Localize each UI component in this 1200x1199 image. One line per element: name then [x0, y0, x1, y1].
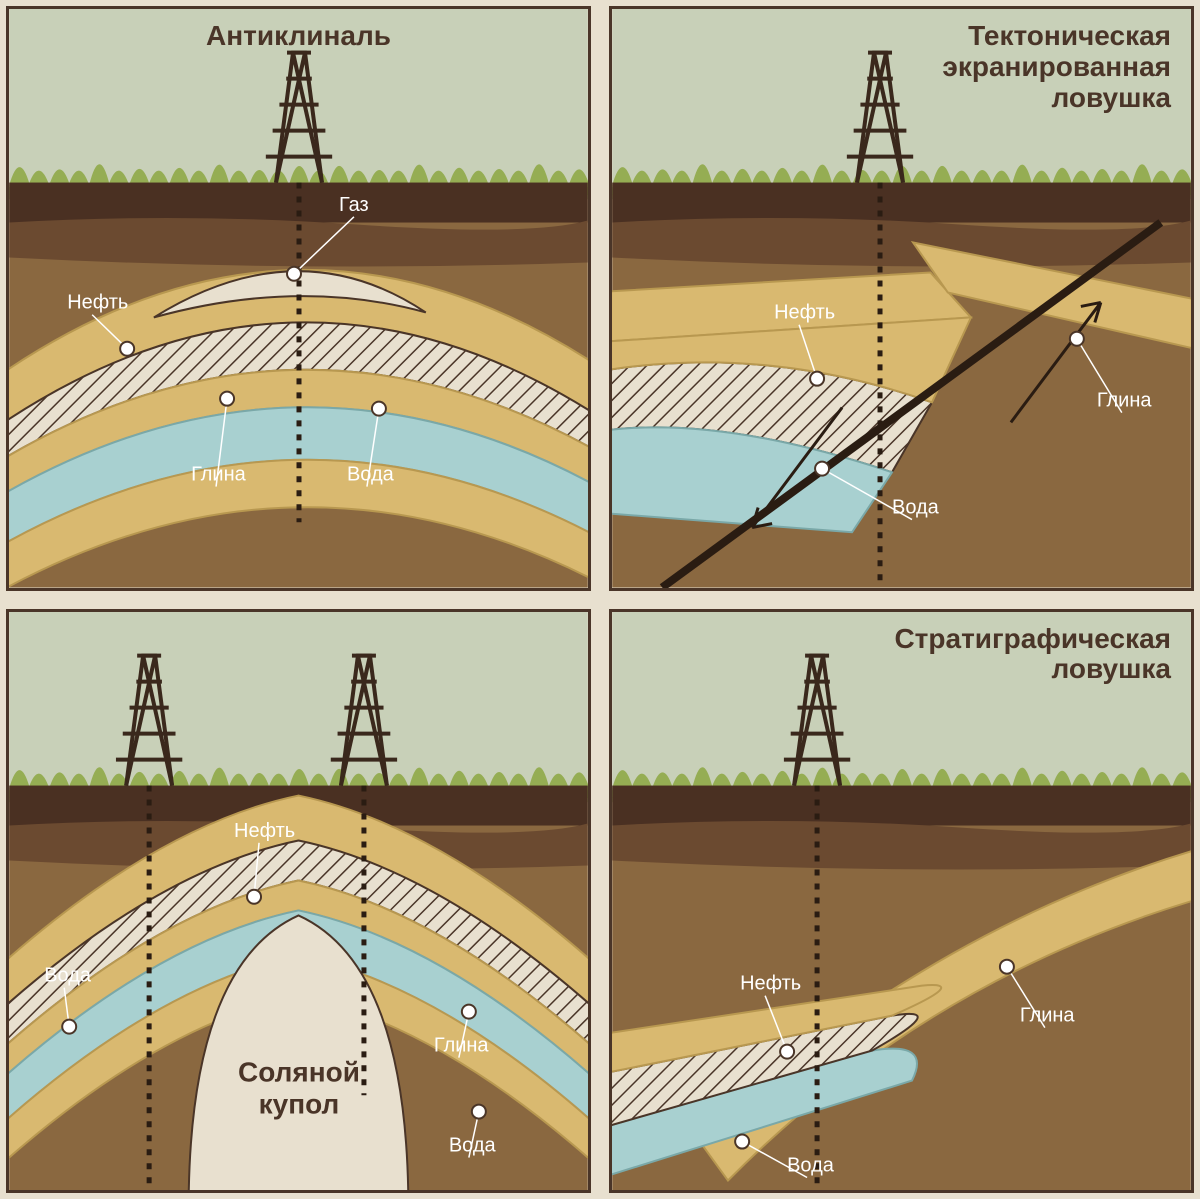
panel-salt-dome: Солянойкупол Нефть Вода Глина Вода	[6, 609, 591, 1194]
panel-stratigraphic: Нефть Глина Вода Стратиграфическая ловушка	[609, 609, 1194, 1194]
label-gas: Газ	[339, 194, 369, 216]
label-water: Вода	[347, 464, 395, 486]
panel-fault-trap: Нефть Глина Вода Тектоническая экранированн…	[609, 6, 1194, 591]
label-clay: Глина	[191, 464, 247, 486]
label-oil: Нефть	[234, 819, 295, 841]
label-oil: Нефть	[740, 972, 801, 994]
panel-svg: Солянойкупол Нефть Вода Глина Вода	[9, 612, 588, 1191]
label-clay: Глина	[434, 1034, 490, 1056]
svg-text:купол: купол	[259, 1088, 340, 1119]
label-oil: Нефть	[67, 292, 128, 314]
label-water: Вода	[892, 497, 940, 519]
panel-title: Антиклиналь	[9, 21, 588, 52]
label-clay: Глина	[1097, 390, 1153, 412]
label-water: Вода	[787, 1154, 835, 1176]
label-salt: Соляной	[238, 1056, 360, 1087]
panel-anticline: Газ Нефть Глина Вода Антиклиналь	[6, 6, 591, 591]
panel-svg: Газ Нефть Глина Вода	[9, 9, 588, 588]
panel-title: Тектоническая экранированная ловушка	[942, 21, 1171, 113]
label-oil: Нефть	[774, 302, 835, 324]
label-water: Вода	[44, 964, 92, 986]
label-clay: Глина	[1020, 1004, 1076, 1026]
label-water: Вода	[449, 1134, 497, 1156]
panel-svg: Нефть Глина Вода	[612, 612, 1191, 1191]
panel-grid: Газ Нефть Глина Вода Антиклиналь Нефть Глина В…	[0, 0, 1200, 1199]
panel-title: Стратиграфическая ловушка	[894, 624, 1171, 686]
